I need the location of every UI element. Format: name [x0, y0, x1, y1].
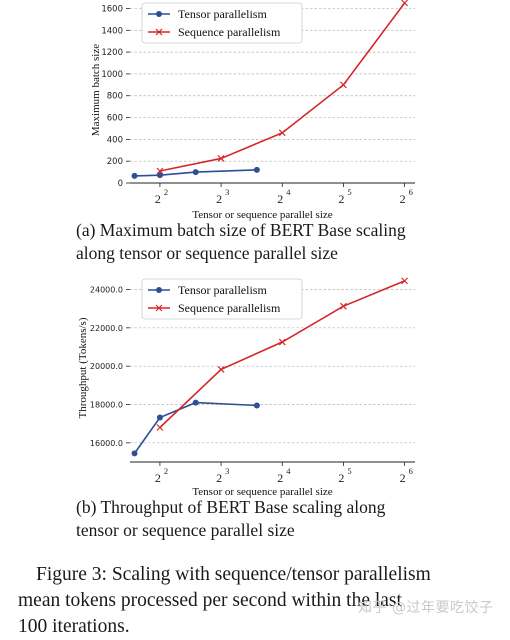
caption-b-line-2: tensor or sequence parallel size: [76, 520, 295, 540]
sequence-data-point: [217, 366, 225, 373]
y-tick-label: 24000.0: [90, 286, 123, 295]
tensor-data-point: [131, 172, 138, 179]
x-tick-exponent: 2: [164, 466, 168, 476]
legend-marker-x: [155, 28, 163, 36]
x-axis-label: Tensor or sequence parallel size: [192, 486, 332, 498]
tensor-data-point: [192, 399, 199, 406]
y-axis-label: Maximum batch size: [90, 44, 102, 136]
sequence-data-point: [278, 338, 286, 346]
y-tick-label: 22000.0: [90, 324, 123, 333]
y-tick-label: 1600: [101, 4, 123, 14]
tensor-data-point: [156, 172, 163, 179]
y-tick-label: 600: [107, 114, 123, 124]
x-tick-exponent: 4: [286, 187, 291, 197]
tensor-data-point: [131, 450, 138, 457]
figure-caption-line-2: mean tokens processed per second within …: [18, 590, 402, 611]
y-axis-label: Throughput (Tokens/s): [77, 317, 89, 418]
legend-label-sequence: Sequence parallelism: [178, 301, 281, 315]
y-tick-label: 800: [107, 92, 123, 102]
x-tick-label: 2: [338, 471, 344, 485]
x-tick-label: 2: [277, 192, 283, 206]
legend-marker-circle: [156, 287, 162, 293]
x-tick-exponent: 5: [347, 466, 351, 476]
tensor-series-line: [134, 169, 257, 177]
y-tick-label: 16000.0: [90, 439, 123, 448]
y-tick-label: 18000.0: [90, 401, 123, 410]
legend-marker-x: [155, 304, 163, 312]
sequence-data-point: [278, 129, 286, 137]
sequence-data-point: [340, 81, 347, 89]
y-tick-label: 1400: [101, 26, 123, 36]
legend-box: [141, 278, 303, 320]
y-tick-label: 1000: [101, 70, 123, 80]
x-tick-label: 2: [216, 471, 222, 485]
x-tick-label: 2: [155, 192, 161, 206]
x-tick-exponent: 5: [347, 187, 351, 197]
tensor-data-point: [156, 414, 163, 421]
x-tick-label: 2: [277, 471, 283, 485]
sequence-data-point: [156, 424, 164, 431]
figure-caption-line-1: Figure 3: Scaling with sequence/tensor p…: [36, 564, 431, 585]
x-tick-label: 2: [400, 192, 406, 206]
x-tick-exponent: 2: [164, 187, 168, 197]
figure-caption-line-3: 100 iterations.: [18, 616, 130, 637]
y-tick-label: 20000.0: [90, 362, 123, 371]
y-tick-label: 200: [107, 157, 123, 167]
legend-box: [141, 2, 303, 44]
tensor-data-point: [253, 402, 260, 409]
caption-a-line-2: along tensor or sequence parallel size: [76, 243, 338, 263]
x-axis-label: Tensor or sequence parallel size: [192, 209, 332, 221]
y-tick-label: 0: [118, 179, 123, 189]
legend-label-sequence: Sequence parallelism: [178, 25, 281, 39]
sequence-data-point: [401, 277, 409, 285]
x-tick-exponent: 3: [225, 466, 229, 476]
sequence-data-point: [401, 0, 409, 7]
tensor-data-point: [253, 166, 260, 173]
legend-label-tensor: Tensor parallelism: [178, 7, 267, 21]
caption-b: (b) Throughput of BERT Base scaling alon…: [76, 496, 496, 542]
y-tick-label: 400: [107, 135, 123, 145]
x-tick-label: 2: [338, 192, 344, 206]
x-tick-exponent: 6: [409, 466, 413, 476]
x-tick-label: 2: [155, 471, 161, 485]
caption-b-line-1: (b) Throughput of BERT Base scaling alon…: [76, 497, 386, 517]
x-tick-label: 2: [216, 192, 222, 206]
sequence-data-point: [217, 155, 225, 162]
caption-a: (a) Maximum batch size of BERT Base scal…: [76, 219, 496, 265]
y-tick-label: 1200: [101, 48, 123, 58]
watermark: 知乎 @过年要吃饺子: [358, 600, 494, 616]
sequence-data-point: [156, 167, 164, 175]
sequence-data-point: [340, 302, 347, 310]
tensor-data-point: [192, 169, 199, 176]
figure-caption: Figure 3: Scaling with sequence/tensor p…: [18, 562, 498, 640]
x-tick-exponent: 6: [409, 187, 413, 197]
x-tick-exponent: 4: [286, 466, 291, 476]
x-tick-exponent: 3: [225, 187, 229, 197]
x-tick-label: 2: [400, 471, 406, 485]
legend-marker-circle: [156, 11, 162, 17]
tensor-series-line: [133, 401, 257, 454]
caption-a-line-1: (a) Maximum batch size of BERT Base scal…: [76, 220, 406, 240]
legend-label-tensor: Tensor parallelism: [178, 283, 267, 297]
